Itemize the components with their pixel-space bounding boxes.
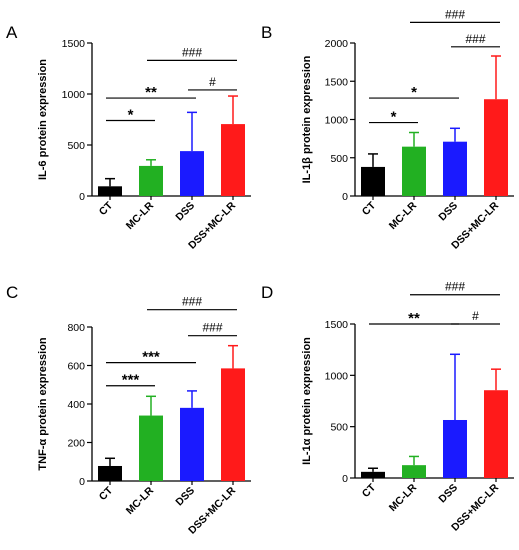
- bar: [361, 471, 385, 478]
- significance-label: ***: [122, 372, 140, 389]
- bar: [402, 146, 426, 196]
- bar: [139, 165, 163, 196]
- y-tick-label: 0: [342, 191, 348, 203]
- category-label: CT: [360, 199, 379, 218]
- bar: [484, 99, 508, 196]
- significance-label: ###: [202, 321, 222, 335]
- y-tick-label: 500: [330, 422, 348, 434]
- chart-panel-b: B IL-1β protein expression 0 500 1000 1500 200…: [261, 7, 514, 252]
- category-label: DSS: [436, 200, 460, 224]
- chart-panel-d: D IL-1α protein expression 0 500 1000 1500 CT M…: [261, 280, 514, 534]
- category-label: MC-LR: [387, 199, 420, 232]
- significance-label: ***: [142, 349, 160, 366]
- bar: [361, 166, 385, 196]
- y-tick-label: 1000: [62, 89, 86, 101]
- significance-label: ###: [445, 280, 465, 294]
- y-tick-label: 600: [67, 361, 85, 373]
- significance-label: ###: [182, 45, 202, 59]
- bar: [402, 465, 426, 478]
- category-label: MC-LR: [124, 199, 157, 232]
- y-tick-label: 0: [79, 476, 85, 488]
- y-axis-label: IL-6 protein expression: [37, 59, 49, 180]
- bar: [180, 407, 204, 481]
- chart-panel-c: C TNF-α protein expression 0 200 400 600 800 CT…: [6, 283, 251, 537]
- panel-letter: B: [261, 23, 272, 42]
- category-label: CT: [97, 484, 116, 503]
- y-tick-label: 1000: [325, 370, 349, 382]
- y-tick-label: 400: [67, 399, 85, 411]
- significance-label: #: [472, 309, 479, 323]
- y-tick-label: 1500: [325, 76, 349, 88]
- y-tick-label: 1500: [325, 319, 349, 331]
- bar: [180, 151, 204, 196]
- significance-label: #: [209, 75, 216, 89]
- panel-letter: C: [6, 283, 18, 302]
- y-tick-label: 0: [342, 473, 348, 485]
- bar: [98, 465, 122, 481]
- bar: [484, 390, 508, 478]
- y-tick-label: 200: [67, 438, 85, 450]
- y-tick-label: 2000: [325, 38, 349, 50]
- significance-label: *: [411, 84, 417, 101]
- bar: [98, 186, 122, 196]
- y-tick-label: 1500: [62, 38, 86, 50]
- y-tick-label: 500: [330, 153, 348, 165]
- y-tick-label: 1000: [325, 115, 349, 127]
- significance-label: ###: [182, 295, 202, 309]
- significance-label: *: [391, 109, 397, 126]
- y-tick-label: 0: [79, 191, 85, 203]
- category-label: DSS: [436, 482, 460, 506]
- significance-label: ###: [445, 7, 465, 21]
- bar: [221, 124, 245, 196]
- y-axis-label: TNF-α protein expression: [37, 337, 49, 471]
- y-tick-label: 800: [67, 322, 85, 334]
- y-axis-label: IL-1β protein expression: [301, 55, 313, 183]
- bar: [443, 141, 467, 196]
- significance-label: **: [408, 310, 420, 327]
- y-tick-label: 500: [67, 140, 85, 152]
- category-label: MC-LR: [124, 484, 157, 517]
- category-label: CT: [360, 481, 379, 500]
- bar: [221, 368, 245, 481]
- significance-label: **: [145, 84, 157, 101]
- significance-label: *: [128, 107, 134, 124]
- y-axis-label: IL-1α protein expression: [301, 337, 313, 465]
- category-label: CT: [97, 199, 116, 218]
- category-label: DSS: [173, 200, 197, 224]
- category-label: MC-LR: [387, 481, 420, 514]
- panel-letter: A: [6, 23, 18, 42]
- chart-panel-a: A IL-6 protein expression 0 500 1000 1500 CT MC…: [6, 23, 251, 252]
- panel-letter: D: [261, 283, 273, 302]
- bar: [139, 415, 163, 481]
- bar: [443, 419, 467, 478]
- category-label: DSS: [173, 485, 197, 509]
- significance-label: ###: [465, 32, 485, 46]
